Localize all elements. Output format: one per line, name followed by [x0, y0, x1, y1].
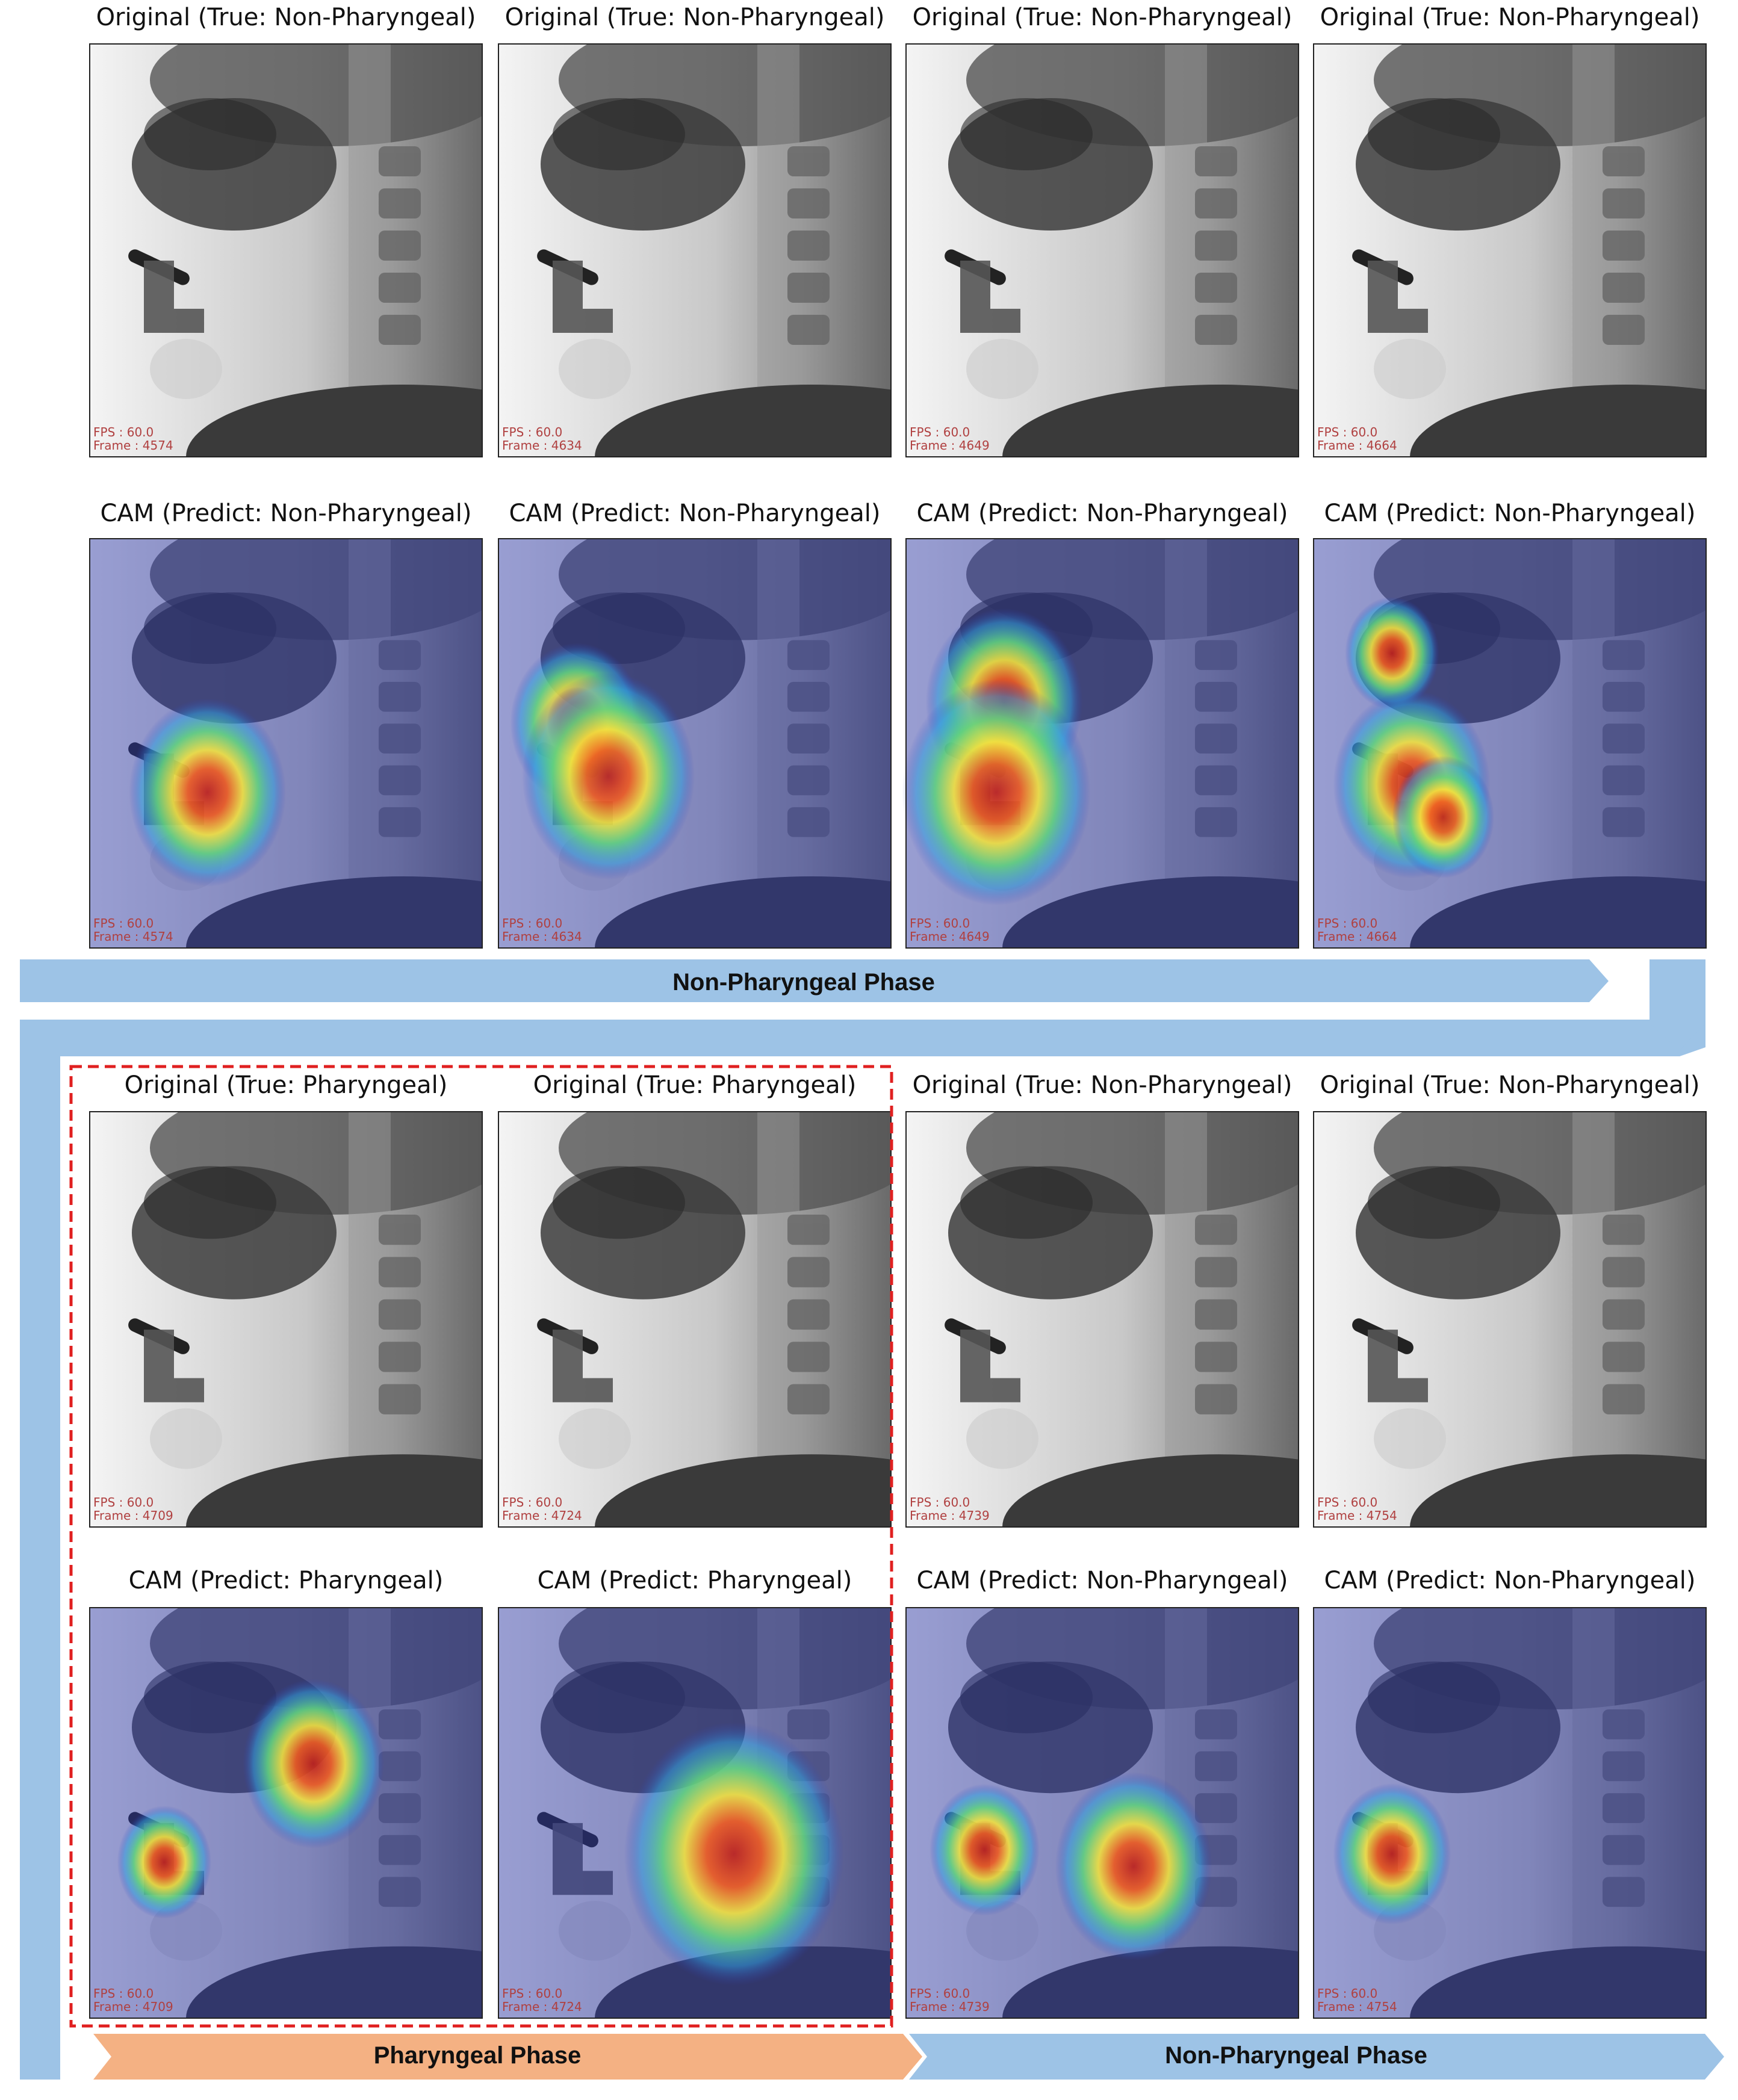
fps-label: FPS : 60.0 [502, 1495, 562, 1510]
cam-heat [522, 672, 695, 880]
image-border [498, 538, 892, 949]
panel-image [498, 43, 892, 457]
panel-title: Original (True: Non-Pharyngeal) [505, 4, 885, 31]
panel-image [498, 1607, 892, 2019]
image-border [1313, 538, 1707, 949]
fps-label: FPS : 60.0 [1317, 425, 1377, 439]
frame-label: Frame : 4649 [910, 438, 990, 453]
fps-label: FPS : 60.0 [502, 916, 562, 931]
frame-label: Frame : 4634 [502, 929, 582, 944]
cam-heat [930, 1783, 1040, 1916]
frame-label: Frame : 4724 [502, 1508, 582, 1523]
panel-image [905, 43, 1299, 457]
phase-label: Non-Pharyngeal Phase [672, 969, 935, 996]
phase-label: Non-Pharyngeal Phase [1165, 2042, 1427, 2069]
phase-arrows [20, 959, 1724, 2080]
fps-label: FPS : 60.0 [93, 1986, 154, 2001]
panel-image [498, 538, 892, 949]
cam-heat [243, 1679, 384, 1848]
panel-image [1313, 1111, 1707, 1528]
phase-label: Pharyngeal Phase [374, 2042, 582, 2069]
frame-label: Frame : 4634 [502, 438, 582, 453]
cam-heat [1392, 755, 1494, 879]
fps-label: FPS : 60.0 [93, 425, 154, 439]
frame-label: Frame : 4739 [910, 1999, 990, 2014]
frame-label: Frame : 4754 [1317, 1999, 1397, 2014]
cam-heat [902, 679, 1091, 906]
panel-title: Original (True: Non-Pharyngeal) [96, 4, 476, 31]
fps-label: FPS : 60.0 [910, 1986, 970, 2001]
image-border [89, 1111, 483, 1528]
fps-label: FPS : 60.0 [1317, 916, 1377, 931]
image-border [498, 1111, 892, 1528]
panel-title: Original (True: Non-Pharyngeal) [913, 1071, 1293, 1099]
panel-title: CAM (Predict: Pharyngeal) [538, 1567, 852, 1594]
fps-label: FPS : 60.0 [93, 1495, 154, 1510]
panel-title: Original (True: Pharyngeal) [533, 1071, 857, 1099]
panel-image [1313, 1607, 1707, 2019]
frame-label: Frame : 4724 [502, 1999, 582, 2014]
panel-image [905, 1111, 1299, 1528]
frame-label: Frame : 4649 [910, 929, 990, 944]
cam-heat [1333, 1783, 1451, 1925]
image-border [905, 1111, 1299, 1528]
frame-label: Frame : 4574 [93, 438, 173, 453]
image-border [89, 1607, 483, 2019]
panel-image [89, 1111, 483, 1528]
highlight-box [69, 1065, 893, 2028]
fps-label: FPS : 60.0 [1317, 1495, 1377, 1510]
panel-image [89, 538, 483, 949]
image-border [1313, 1111, 1707, 1528]
fps-label: FPS : 60.0 [93, 916, 154, 931]
panel-title: CAM (Predict: Non-Pharyngeal) [509, 500, 881, 527]
panel-title: CAM (Predict: Non-Pharyngeal) [917, 1567, 1288, 1594]
panel-image [498, 1111, 892, 1528]
fps-label: FPS : 60.0 [1317, 1986, 1377, 2001]
image-border [1313, 1607, 1707, 2019]
frame-label: Frame : 4754 [1317, 1508, 1397, 1523]
image-border [905, 43, 1299, 457]
frame-label: Frame : 4709 [93, 1508, 173, 1523]
panel-image [1313, 43, 1707, 457]
panel-title: Original (True: Non-Pharyngeal) [1320, 4, 1700, 31]
frame-label: Frame : 4709 [93, 1999, 173, 2014]
fps-label: FPS : 60.0 [502, 425, 562, 439]
cam-heat [624, 1722, 844, 1986]
frame-label: Frame : 4664 [1317, 929, 1397, 944]
panel-title: Original (True: Non-Pharyngeal) [1320, 1071, 1700, 1099]
image-border [1313, 43, 1707, 457]
fps-label: FPS : 60.0 [502, 1986, 562, 2001]
cam-heat [1345, 596, 1439, 710]
image-border [89, 43, 483, 457]
fps-label: FPS : 60.0 [910, 916, 970, 931]
panel-image [905, 1607, 1299, 2019]
panels: Original (True: Non-Pharyngeal) FPS : 60.… [89, 4, 1707, 2019]
frame-label: Frame : 4739 [910, 1508, 990, 1523]
cam-heat [129, 698, 286, 887]
image-border [905, 538, 1299, 949]
image-border [89, 538, 483, 949]
panel-title: Original (True: Pharyngeal) [125, 1071, 448, 1099]
image-border [905, 1607, 1299, 2019]
image-border [498, 1607, 892, 2019]
cam-heat [117, 1805, 212, 1919]
cam-heat [1055, 1772, 1212, 1961]
panel-title: CAM (Predict: Non-Pharyngeal) [101, 500, 472, 527]
panel-title: CAM (Predict: Non-Pharyngeal) [917, 500, 1288, 527]
panel-title: Original (True: Non-Pharyngeal) [913, 4, 1293, 31]
fps-label: FPS : 60.0 [910, 1495, 970, 1510]
panel-image [89, 1607, 483, 2019]
panel-image [902, 538, 1299, 949]
frame-label: Frame : 4664 [1317, 438, 1397, 453]
image-border [498, 43, 892, 457]
panel-image [1313, 538, 1707, 949]
panel-image [89, 43, 483, 457]
panel-title: CAM (Predict: Pharyngeal) [129, 1567, 444, 1594]
panel-title: CAM (Predict: Non-Pharyngeal) [1324, 1567, 1696, 1594]
frame-label: Frame : 4574 [93, 929, 173, 944]
fps-label: FPS : 60.0 [910, 425, 970, 439]
panel-title: CAM (Predict: Non-Pharyngeal) [1324, 500, 1696, 527]
